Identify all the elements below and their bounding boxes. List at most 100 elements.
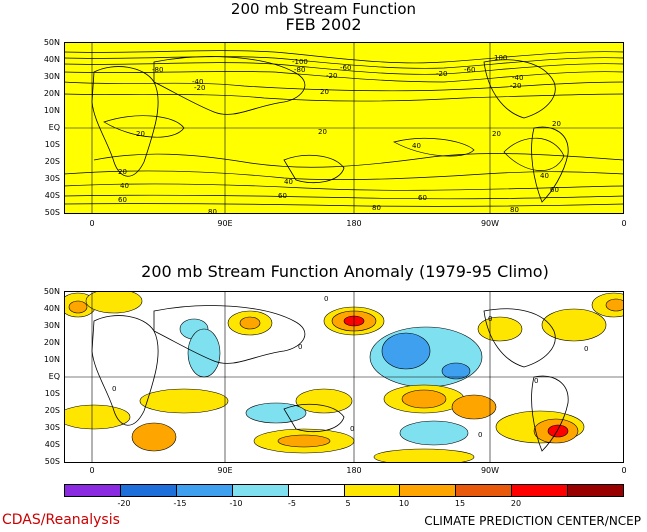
colorbar-swatch (232, 485, 289, 496)
bottom-lat-label: 20N (43, 338, 60, 347)
contour-label: 0 (324, 295, 328, 303)
colorbar-swatch (176, 485, 233, 496)
bottom-lon-label: 0 (89, 466, 95, 475)
bottom-lon-label: 0 (621, 466, 627, 475)
bottom-lat-label: 10S (44, 389, 60, 398)
contour-label: -40 (192, 78, 203, 86)
bottom-map-contour-labels: 0 0 0 0 0 0 0 0 (112, 295, 588, 439)
contour-label: 100 (494, 54, 507, 62)
top-lat-label: 50S (44, 208, 60, 217)
contour-label: 40 (284, 178, 293, 186)
contour-label: 20 (318, 128, 327, 136)
contour-label: -100 (292, 58, 308, 66)
bottom-lat-label: 20S (44, 406, 60, 415)
contour-label: 40 (120, 182, 129, 190)
bottom-lat-label: EQ (48, 372, 60, 381)
colorbar-swatch (65, 485, 121, 496)
top-lat-label: 40N (43, 55, 60, 64)
colorbar-swatch (512, 485, 569, 496)
bottom-map: 0 0 0 0 0 0 0 0 (64, 291, 624, 463)
top-map-coastlines (91, 56, 569, 203)
bottom-lat-label: 10N (43, 355, 60, 364)
contour-label: 20 (552, 120, 561, 128)
contour-label: 60 (418, 194, 427, 202)
contour-label: -20 (194, 84, 205, 92)
contour-label: 80 (208, 208, 217, 214)
contour-label: 0 (298, 343, 302, 351)
bottom-lat-label: 50N (43, 287, 60, 296)
colorbar-swatch (400, 485, 457, 496)
contour-label: 0 (478, 431, 482, 439)
bottom-lat-label: 30S (44, 423, 60, 432)
contour-label: -80 (152, 66, 163, 74)
bottom-lat-label: 50S (44, 457, 60, 466)
bottom-map-gridlines (64, 291, 624, 463)
colorbar-tick-label: -20 (117, 499, 131, 508)
colorbar-swatch (344, 485, 401, 496)
contour-label: -60 (340, 64, 351, 72)
top-lon-label: 180 (346, 219, 362, 228)
colorbar-tick-label: -15 (173, 499, 187, 508)
contour-label: 60 (278, 192, 287, 200)
bottom-map-coastlines (91, 305, 569, 452)
contour-label: -20 (326, 72, 337, 80)
footer-source-label: CDAS/Reanalysis (2, 512, 120, 528)
top-lat-label: EQ (48, 123, 60, 132)
colorbar-swatch (456, 485, 513, 496)
colorbar-tick-label: 20 (510, 499, 522, 508)
contour-label: -40 (512, 74, 523, 82)
top-map-title: 200 mb Stream Function (230, 0, 417, 18)
contour-label: 0 (350, 425, 354, 433)
contour-label: -20 (510, 82, 521, 90)
contour-label: 20 (118, 168, 127, 176)
bottom-lat-label: 30N (43, 321, 60, 330)
top-lon-label: 0 (621, 219, 627, 228)
top-lat-label: 30N (43, 72, 60, 81)
bottom-lon-label: 180 (346, 466, 362, 475)
colorbar-tick-label: -10 (229, 499, 243, 508)
bottom-lon-label: 90W (480, 466, 500, 475)
colorbar (64, 484, 624, 497)
contour-label: 40 (540, 172, 549, 180)
top-lat-label: 30S (44, 174, 60, 183)
top-lat-label: 10N (43, 106, 60, 115)
colorbar-tick-label: -5 (288, 499, 296, 508)
colorbar-tick-label: 10 (398, 499, 410, 508)
contour-label: 20 (320, 88, 329, 96)
top-lon-label: 0 (89, 219, 95, 228)
bottom-map-title: 200 mb Stream Function Anomaly (1979-95 … (141, 262, 549, 281)
top-lat-label: 20S (44, 157, 60, 166)
bottom-lat-label: 40N (43, 304, 60, 313)
top-lat-label: 10S (44, 140, 60, 149)
contour-label: 60 (550, 186, 559, 194)
colorbar-tick-label: 5 (345, 499, 351, 508)
bottom-lat-label: 40S (44, 440, 60, 449)
top-lat-label: 50N (43, 38, 60, 47)
top-lon-label: 90E (217, 219, 233, 228)
top-map-contour-labels: -100 -80 -80 -60 -60 -40 -40 -20 -20 -20… (118, 54, 561, 214)
contour-label: 80 (372, 204, 381, 212)
bottom-map-anomaly-fills (64, 291, 624, 463)
colorbar-tick-label: 15 (454, 499, 466, 508)
contour-label: -60 (464, 66, 475, 74)
top-lon-label: 90W (480, 219, 500, 228)
top-map: -100 -80 -80 -60 -60 -40 -40 -20 -20 -20… (64, 42, 624, 214)
contour-label: 20 (136, 130, 145, 138)
contour-label: -20 (436, 70, 447, 78)
top-lat-label: 20N (43, 89, 60, 98)
contour-label: 0 (584, 345, 588, 353)
contour-label: 0 (488, 315, 492, 323)
contour-label: 0 (534, 377, 538, 385)
top-map-subtitle: FEB 2002 (285, 15, 362, 34)
bottom-lon-label: 90E (217, 466, 233, 475)
colorbar-swatch (568, 485, 624, 496)
contour-label: 0 (112, 385, 116, 393)
contour-label: 60 (118, 196, 127, 204)
contour-label: 40 (412, 142, 421, 150)
colorbar-swatch (120, 485, 177, 496)
colorbar-swatch (288, 485, 345, 496)
contour-label: -80 (294, 66, 305, 74)
top-lat-label: 40S (44, 191, 60, 200)
footer-credit-label: CLIMATE PREDICTION CENTER/NCEP (424, 514, 641, 528)
contour-label: 20 (492, 130, 501, 138)
